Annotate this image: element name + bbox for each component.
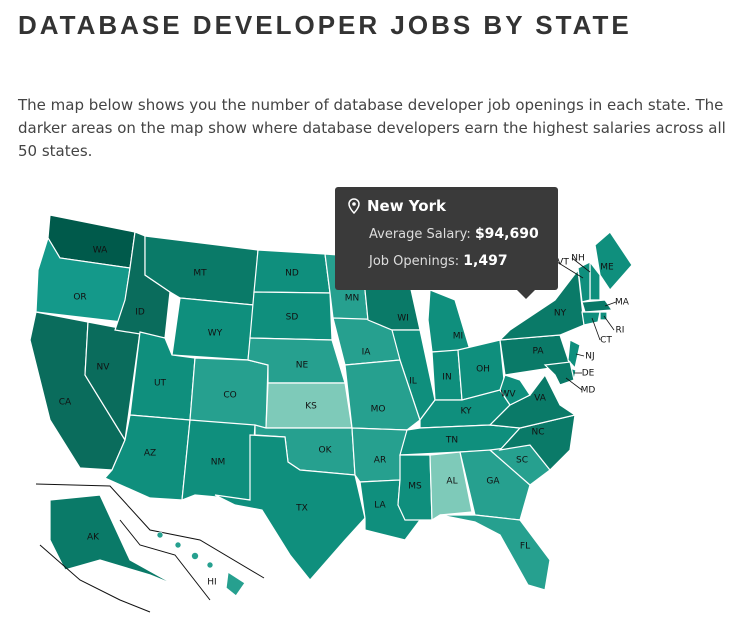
state-label: VT — [557, 258, 569, 268]
leader-line — [591, 317, 601, 341]
state-label: WY — [208, 329, 223, 339]
leader-line — [604, 301, 617, 307]
state-label: ME — [600, 263, 614, 273]
openings-row: Job Openings: 1,497 — [369, 253, 546, 269]
state — [49, 494, 176, 586]
state-label: SC — [516, 456, 528, 466]
state-label: AL — [446, 477, 457, 487]
state-label: LA — [374, 501, 386, 511]
leader-line — [571, 257, 591, 273]
state — [543, 361, 575, 386]
state — [344, 359, 421, 431]
state-label: NY — [554, 309, 567, 319]
state-label: MA — [615, 298, 630, 308]
inset-borders — [35, 483, 265, 613]
tooltip-header: New York — [347, 197, 546, 215]
state — [439, 514, 551, 591]
state-label: OR — [73, 293, 86, 303]
state-label: PA — [532, 347, 544, 357]
state-label: HI — [207, 578, 216, 588]
state-label: NJ — [585, 352, 594, 362]
state-label: WI — [397, 314, 409, 324]
leader-line — [565, 377, 583, 391]
state-label: RI — [616, 326, 625, 336]
state — [459, 449, 531, 521]
state-label: NM — [211, 458, 226, 468]
openings-value: 1,497 — [463, 253, 508, 269]
state-label: KY — [460, 407, 472, 417]
pin-icon — [348, 198, 360, 214]
state-label: MD — [581, 386, 596, 396]
state-label: TN — [445, 436, 458, 446]
state-label: VA — [534, 394, 547, 404]
state — [581, 299, 614, 313]
state-label: NC — [531, 428, 544, 438]
state-label: ID — [135, 308, 145, 318]
state-label: MT — [193, 269, 207, 279]
state-label: CA — [59, 398, 72, 408]
state — [581, 311, 601, 326]
state-label: IA — [362, 348, 372, 358]
state-label: MO — [371, 405, 386, 415]
state-label: NE — [296, 361, 309, 371]
state-label: IN — [442, 373, 451, 383]
state-label: WV — [500, 390, 516, 400]
state-label: TX — [295, 504, 308, 514]
state — [577, 261, 591, 303]
leader-line — [556, 261, 584, 279]
state-label: MS — [408, 482, 422, 492]
state-label: MI — [453, 332, 463, 342]
salary-value: $94,690 — [474, 226, 539, 242]
salary-row: Average Salary: $94,690 — [369, 226, 546, 242]
description: The map below shows you the number of da… — [18, 96, 726, 160]
state-label: AK — [87, 533, 100, 543]
state-label: GA — [486, 477, 500, 487]
state-label: UT — [154, 379, 167, 389]
state-label: WA — [93, 246, 108, 256]
state — [214, 434, 366, 581]
tooltip-state: New York — [367, 197, 446, 215]
state-label: NV — [97, 363, 111, 373]
state-label: KS — [305, 402, 317, 412]
state-label: IL — [409, 377, 417, 387]
state-label: NH — [571, 254, 585, 264]
state-label: AR — [374, 456, 386, 466]
state-label: CT — [600, 336, 612, 346]
state — [594, 231, 633, 291]
state-label: AZ — [144, 449, 156, 459]
state — [499, 374, 531, 406]
state — [225, 570, 246, 597]
leader-line — [603, 315, 615, 331]
state-label: OH — [476, 365, 490, 375]
state — [567, 339, 581, 370]
title: DATABASE DEVELOPER JOBS BY STATE — [18, 10, 632, 40]
salary-label: Average Salary: — [369, 227, 471, 242]
openings-label: Job Openings: — [369, 254, 460, 269]
state — [429, 451, 473, 522]
leader-line — [575, 353, 585, 357]
state — [427, 289, 471, 353]
state-label: DE — [582, 369, 595, 379]
state-label: ND — [285, 269, 299, 279]
state-label: MN — [345, 294, 360, 304]
tooltip: New York Average Salary: $94,690 Job Ope… — [335, 187, 558, 299]
state-label: OK — [319, 446, 333, 456]
state-label: SD — [286, 313, 299, 323]
state-label: FL — [520, 542, 530, 552]
hawaii-islets — [156, 531, 214, 569]
state-label: CO — [223, 391, 236, 401]
